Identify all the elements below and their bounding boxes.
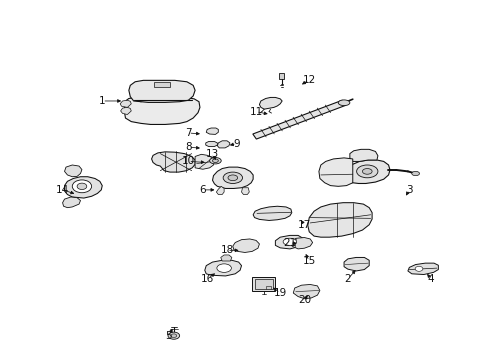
- Polygon shape: [217, 141, 229, 148]
- Text: 11: 11: [249, 107, 262, 117]
- Text: 7: 7: [184, 128, 191, 138]
- Polygon shape: [259, 97, 282, 109]
- Text: 8: 8: [184, 142, 191, 152]
- Polygon shape: [252, 100, 345, 139]
- Text: 1: 1: [99, 96, 106, 106]
- Polygon shape: [318, 158, 352, 186]
- Text: 18: 18: [220, 245, 233, 255]
- Bar: [265, 286, 270, 290]
- Polygon shape: [120, 100, 131, 107]
- Text: 15: 15: [302, 256, 315, 266]
- Text: 3: 3: [405, 185, 412, 195]
- Polygon shape: [195, 154, 214, 169]
- Text: 9: 9: [233, 139, 240, 149]
- Bar: [279, 73, 284, 79]
- Ellipse shape: [227, 175, 237, 181]
- Ellipse shape: [411, 171, 419, 176]
- Ellipse shape: [216, 264, 231, 272]
- Ellipse shape: [337, 100, 349, 106]
- Polygon shape: [216, 186, 224, 195]
- Polygon shape: [220, 255, 231, 261]
- Polygon shape: [129, 80, 195, 102]
- Text: 10: 10: [182, 156, 195, 166]
- Ellipse shape: [362, 169, 371, 174]
- Polygon shape: [343, 257, 368, 271]
- Ellipse shape: [356, 165, 377, 178]
- Polygon shape: [346, 160, 389, 183]
- Polygon shape: [151, 152, 195, 172]
- Polygon shape: [64, 177, 102, 198]
- Text: 4: 4: [427, 274, 434, 284]
- Polygon shape: [62, 197, 80, 208]
- Polygon shape: [64, 165, 82, 177]
- Polygon shape: [241, 188, 249, 195]
- Ellipse shape: [414, 266, 422, 271]
- Polygon shape: [121, 107, 131, 115]
- Ellipse shape: [223, 172, 242, 183]
- Polygon shape: [212, 167, 253, 188]
- Text: 19: 19: [273, 288, 286, 298]
- Polygon shape: [204, 260, 241, 276]
- Ellipse shape: [72, 180, 91, 193]
- Bar: [254, 279, 272, 289]
- Text: 20: 20: [297, 295, 310, 305]
- Ellipse shape: [167, 332, 179, 339]
- Polygon shape: [307, 203, 371, 237]
- Polygon shape: [232, 239, 259, 252]
- Text: 12: 12: [302, 75, 315, 85]
- Polygon shape: [206, 128, 218, 134]
- Ellipse shape: [170, 334, 176, 337]
- Ellipse shape: [212, 159, 218, 162]
- Text: 17: 17: [297, 220, 310, 230]
- Polygon shape: [293, 285, 319, 299]
- Polygon shape: [275, 235, 302, 249]
- Text: 13: 13: [206, 149, 219, 159]
- Text: 6: 6: [199, 185, 206, 195]
- Text: 5: 5: [166, 331, 172, 341]
- Polygon shape: [124, 97, 199, 125]
- Text: 14: 14: [56, 185, 69, 195]
- Text: 2: 2: [344, 274, 350, 284]
- Text: 16: 16: [201, 274, 214, 284]
- Polygon shape: [253, 206, 291, 221]
- Polygon shape: [289, 237, 312, 249]
- Bar: [154, 82, 169, 87]
- Ellipse shape: [77, 183, 87, 190]
- Bar: [252, 277, 275, 291]
- Polygon shape: [407, 263, 438, 275]
- Polygon shape: [205, 141, 217, 146]
- Text: 21: 21: [283, 238, 296, 248]
- Ellipse shape: [283, 238, 296, 245]
- Ellipse shape: [209, 157, 221, 164]
- Polygon shape: [349, 149, 377, 161]
